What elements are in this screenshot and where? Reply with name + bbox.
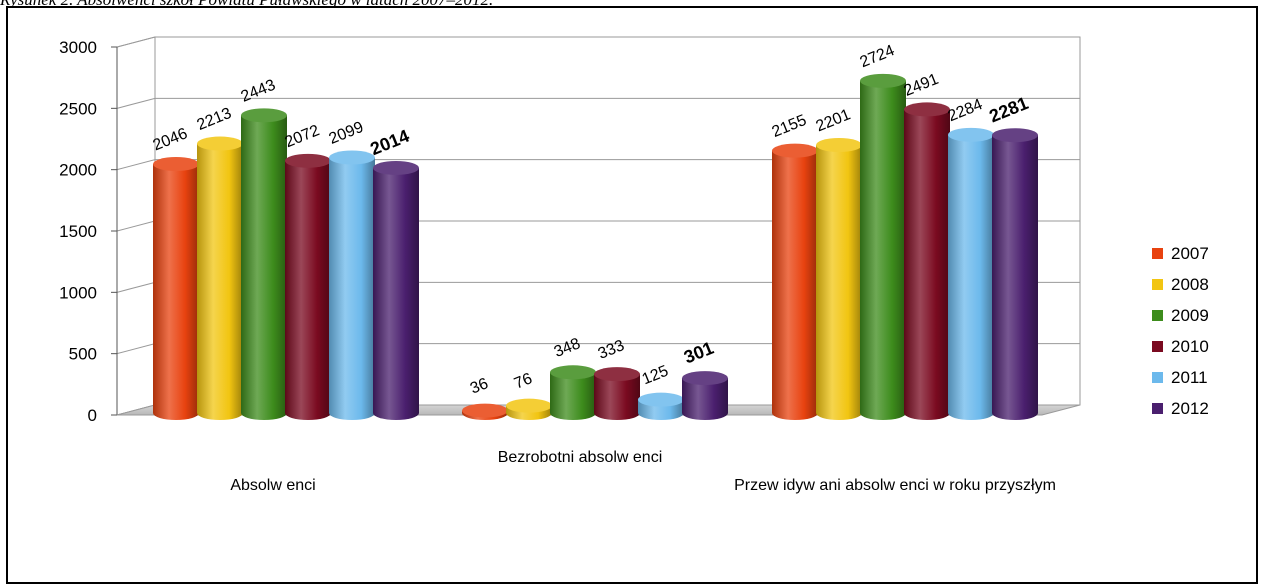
legend-swatch-2008 bbox=[1152, 279, 1163, 290]
bar-body bbox=[594, 374, 640, 420]
y-tick-label: 2500 bbox=[59, 99, 97, 118]
gridline-side bbox=[116, 281, 156, 293]
bar-2011-0 bbox=[329, 150, 375, 421]
bar-top bbox=[594, 367, 640, 382]
legend-label-2007: 2007 bbox=[1171, 244, 1209, 263]
legend-swatch-2012 bbox=[1152, 403, 1163, 414]
bar-top bbox=[860, 73, 906, 88]
bar-2012-0 bbox=[373, 160, 419, 420]
y-tick-label: 500 bbox=[69, 345, 97, 364]
bar-body bbox=[860, 80, 906, 420]
legend-swatch-2007 bbox=[1152, 248, 1163, 259]
legend-swatch-2010 bbox=[1152, 341, 1163, 352]
gridline-side bbox=[116, 97, 156, 109]
bar-body bbox=[816, 145, 862, 420]
data-label: 76 bbox=[512, 370, 535, 392]
bar-2011-1 bbox=[638, 392, 684, 420]
bar-top bbox=[373, 160, 419, 175]
legend-label-2010: 2010 bbox=[1171, 337, 1209, 356]
bar-body bbox=[329, 157, 375, 421]
bar-2008-0 bbox=[197, 136, 243, 420]
legend-label-2011: 2011 bbox=[1171, 368, 1208, 387]
bar-top bbox=[638, 392, 684, 407]
legend-label-2012: 2012 bbox=[1171, 399, 1209, 418]
bar-2011-2 bbox=[948, 127, 994, 420]
bar-2009-2 bbox=[860, 73, 906, 420]
bar-top bbox=[816, 138, 862, 153]
bar-top bbox=[329, 150, 375, 165]
gridline-side bbox=[116, 343, 156, 355]
category-label: Przew idyw ani absolw enci w roku przysz… bbox=[734, 477, 1056, 494]
y-tick-label: 2000 bbox=[59, 161, 97, 180]
legend-swatch-2009 bbox=[1152, 310, 1163, 321]
y-tick-label: 1500 bbox=[59, 222, 97, 241]
bar-top bbox=[682, 371, 728, 386]
bar-body bbox=[992, 135, 1038, 420]
category-label: Absolw enci bbox=[230, 477, 315, 494]
bar-body bbox=[682, 378, 728, 420]
bar-2007-2 bbox=[772, 143, 818, 421]
bar-body bbox=[241, 115, 287, 421]
bar-body bbox=[373, 167, 419, 420]
bar-2008-1 bbox=[506, 398, 552, 420]
bar-body bbox=[550, 372, 596, 420]
bar-2012-1 bbox=[682, 371, 728, 420]
bar-body bbox=[772, 150, 818, 421]
bar-2010-1 bbox=[594, 367, 640, 420]
bar-2010-0 bbox=[285, 153, 331, 421]
bar-2012-2 bbox=[992, 128, 1038, 420]
legend-label-2009: 2009 bbox=[1171, 306, 1209, 325]
bar-2010-2 bbox=[904, 102, 950, 421]
y-tick-label: 1000 bbox=[59, 283, 97, 302]
bar-top bbox=[153, 157, 199, 172]
bar-body bbox=[285, 160, 331, 421]
data-label: 36 bbox=[468, 375, 491, 397]
bar-top bbox=[948, 127, 994, 142]
bar-top bbox=[197, 136, 243, 151]
gridline-side bbox=[116, 159, 156, 171]
bar-2008-2 bbox=[816, 138, 862, 420]
category-label: Bezrobotni absolw enci bbox=[498, 449, 663, 466]
bar-body bbox=[904, 109, 950, 421]
bar-top bbox=[550, 365, 596, 380]
bar-body bbox=[153, 164, 199, 420]
bar-top bbox=[772, 143, 818, 158]
bar-body bbox=[948, 134, 994, 420]
legend-swatch-2011 bbox=[1152, 372, 1163, 383]
bar-top bbox=[462, 403, 508, 418]
bar-2007-0 bbox=[153, 157, 199, 420]
bar-top bbox=[506, 398, 552, 413]
bar-body bbox=[197, 143, 243, 420]
y-tick-label: 3000 bbox=[59, 38, 97, 57]
bar-2009-0 bbox=[241, 108, 287, 421]
bar-top bbox=[992, 128, 1038, 143]
bar-top bbox=[241, 108, 287, 123]
bar-2009-1 bbox=[550, 365, 596, 420]
bar-top bbox=[285, 153, 331, 168]
gridline-side bbox=[116, 220, 156, 232]
bar-top bbox=[904, 102, 950, 117]
legend-label-2008: 2008 bbox=[1171, 275, 1209, 294]
y-tick-label: 0 bbox=[88, 406, 97, 425]
bar-2007-1 bbox=[462, 403, 508, 420]
